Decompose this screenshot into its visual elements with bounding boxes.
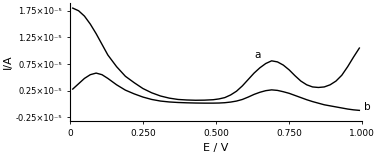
Y-axis label: I/A: I/A bbox=[3, 55, 13, 69]
X-axis label: E / V: E / V bbox=[203, 143, 229, 153]
Text: a: a bbox=[254, 50, 260, 60]
Text: b: b bbox=[364, 102, 370, 112]
